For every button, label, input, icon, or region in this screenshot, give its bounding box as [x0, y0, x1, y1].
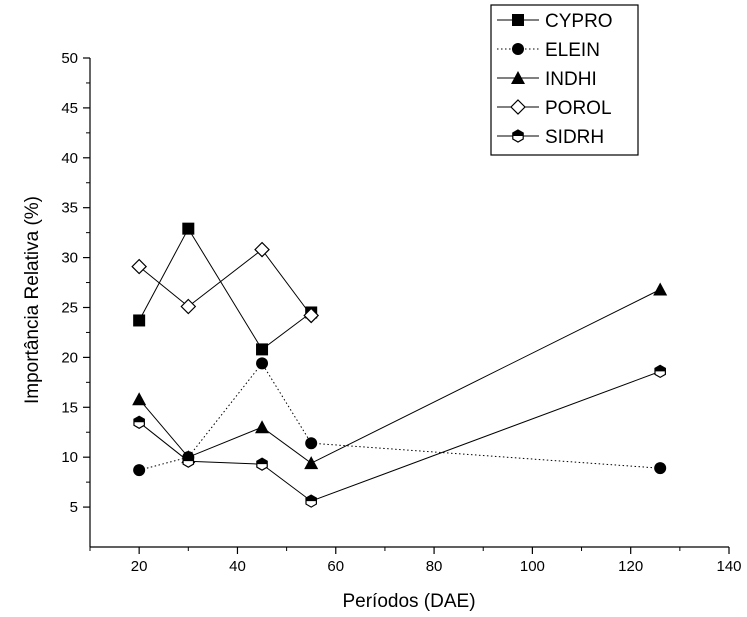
x-tick-label: 60	[327, 558, 344, 575]
x-axis-label: Períodos (DAE)	[342, 591, 475, 612]
axes: 20 40 60 80 100 120 140 5 10 15 20 25 30 35 40 45 50	[61, 50, 741, 575]
marker-fill	[256, 458, 268, 465]
series-line-indhi	[138, 289, 661, 464]
marker-fill	[306, 495, 317, 502]
series-markers	[131, 222, 668, 508]
y-tick-label: 50	[61, 50, 78, 67]
y-tick-label: 35	[61, 200, 78, 217]
data-point-elein	[305, 437, 318, 450]
series-line-elein	[139, 362, 661, 471]
x-tick-label: 40	[229, 558, 246, 575]
marker-fill	[183, 455, 194, 462]
data-point-sidrh	[654, 364, 666, 379]
data-point-sidrh	[182, 454, 195, 468]
data-point-cypro	[256, 343, 269, 356]
legend-label-cypro: CYPRO	[545, 11, 613, 32]
y-axis-label: Importância Relativa (%)	[22, 196, 43, 404]
data-point-porol	[131, 258, 148, 275]
legend-marker-sidrh	[512, 129, 524, 143]
series-line-porol	[138, 248, 312, 316]
x-tick-label: 100	[520, 558, 545, 575]
x-tick-label: 20	[131, 558, 148, 575]
data-point-elein	[654, 462, 667, 475]
data-point-porol	[303, 307, 320, 324]
y-tick-label: 25	[61, 299, 78, 316]
marker-fill	[133, 416, 145, 423]
series-line-cypro	[138, 227, 312, 351]
data-point-sidrh	[133, 415, 145, 429]
data-point-cypro	[182, 222, 195, 235]
marker-fill	[512, 130, 524, 136]
legend-label-sidrh: SIDRH	[545, 127, 604, 148]
data-point-sidrh	[256, 457, 268, 471]
y-tick-label: 15	[61, 399, 78, 416]
series-line-sidrh	[138, 370, 661, 502]
data-point-porol	[254, 241, 270, 258]
y-tick-label: 30	[61, 250, 78, 267]
legend-label-porol: POROL	[545, 98, 612, 119]
data-point-sidrh	[305, 494, 317, 508]
data-point-porol	[180, 298, 197, 315]
marker-fill	[654, 365, 666, 372]
legend-label-elein: ELEIN	[545, 40, 600, 61]
series-lines	[138, 227, 661, 502]
data-point-indhi	[132, 392, 147, 406]
y-tick-label: 20	[61, 349, 78, 366]
y-tick-label: 45	[61, 100, 78, 117]
y-tick-label: 10	[61, 449, 78, 466]
x-tick-label: 120	[618, 558, 643, 575]
y-tick-label: 5	[70, 499, 78, 516]
x-tick-label: 80	[426, 558, 443, 575]
data-point-elein	[256, 357, 269, 370]
legend-marker-indhi	[511, 71, 525, 84]
legend-label-indhi: INDHI	[545, 69, 597, 90]
y-tick-label: 40	[61, 150, 78, 167]
legend-marker-cypro	[512, 14, 524, 26]
data-point-indhi	[653, 282, 668, 296]
legend: CYPRO ELEIN INDHI POROL SIDRH	[490, 4, 639, 156]
legend-marker-elein	[512, 43, 524, 55]
data-point-elein	[133, 464, 146, 477]
x-tick-label: 140	[716, 558, 741, 575]
legend-marker-porol	[510, 99, 526, 115]
data-point-indhi	[255, 420, 270, 434]
data-point-indhi	[304, 456, 319, 470]
data-point-cypro	[133, 314, 146, 327]
